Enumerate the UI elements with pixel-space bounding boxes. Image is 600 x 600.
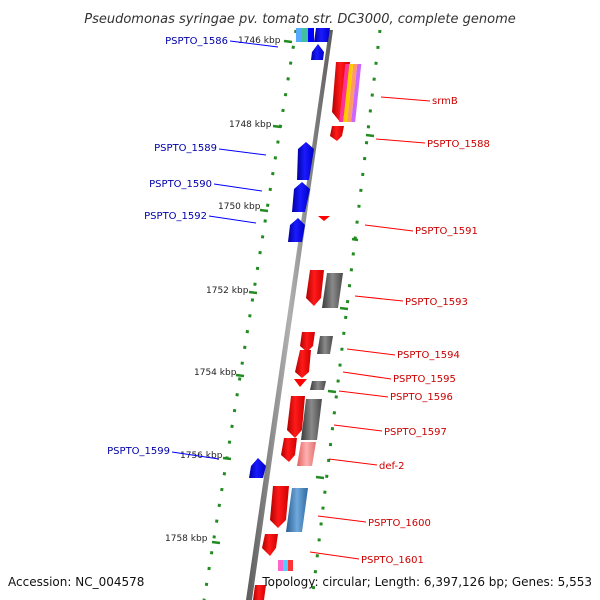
genome-summary-text: Topology: circular; Length: 6,397,126 bp… (261, 575, 592, 589)
gene-feature[interactable] (249, 458, 266, 478)
gene-label[interactable]: def-2 (379, 461, 404, 472)
gene-label[interactable]: PSPTO_1599 (107, 446, 170, 457)
inner-dotted-circle (202, 29, 298, 600)
tick-label: 1750 kbp (218, 202, 261, 212)
tick-marks (211, 39, 375, 545)
gene-label[interactable]: PSPTO_1591 (415, 226, 478, 237)
gene-feature[interactable] (343, 64, 354, 122)
tick-label: 1748 kbp (229, 120, 272, 130)
gene-feature[interactable] (297, 142, 314, 180)
leader-lines-reverse (171, 40, 279, 460)
gene-feature[interactable] (288, 218, 305, 242)
gene-feature[interactable] (339, 64, 350, 122)
gene-label[interactable]: PSPTO_1600 (368, 518, 431, 529)
gene-label[interactable]: PSPTO_1596 (390, 392, 453, 403)
gene-label[interactable]: PSPTO_1595 (393, 374, 456, 385)
gene-feature[interactable] (330, 126, 344, 141)
gene-label[interactable]: PSPTO_1586 (165, 36, 228, 47)
gene-label[interactable]: PSPTO_1592 (144, 211, 207, 222)
gene-feature[interactable] (301, 399, 322, 440)
tick-label: 1752 kbp (206, 286, 249, 296)
gene-feature[interactable] (296, 28, 302, 42)
gene-feature[interactable] (317, 336, 333, 354)
gene-feature[interactable] (253, 585, 266, 600)
gene-label[interactable]: PSPTO_1588 (427, 139, 490, 150)
gene-label[interactable]: PSPTO_1594 (397, 350, 460, 361)
gene-label[interactable]: srmB (432, 96, 458, 107)
gene-feature[interactable] (322, 273, 343, 308)
gene-feature[interactable] (270, 486, 289, 528)
gene-label[interactable]: PSPTO_1601 (361, 555, 424, 566)
reverse-labels: PSPTO_1586 PSPTO_1589 PSPTO_1590 PSPTO_1… (107, 36, 228, 457)
gene-feature[interactable] (310, 381, 326, 390)
gene-feature[interactable] (286, 488, 308, 532)
gene-feature[interactable] (306, 270, 324, 306)
gene-feature[interactable] (281, 438, 297, 462)
gene-feature[interactable] (288, 560, 293, 571)
gene-feature[interactable] (278, 560, 283, 571)
tick-label: 1758 kbp (165, 534, 208, 544)
gene-label[interactable]: PSPTO_1593 (405, 297, 468, 308)
gene-feature[interactable] (300, 332, 315, 352)
backbone (246, 30, 333, 600)
gene-label[interactable]: PSPTO_1589 (154, 143, 217, 154)
gene-feature[interactable] (283, 560, 288, 571)
gene-feature[interactable] (294, 379, 307, 387)
gene-feature[interactable] (295, 350, 311, 378)
tick-label: 1754 kbp (194, 368, 237, 378)
reverse-features (249, 28, 330, 571)
map-title: Pseudomonas syringae pv. tomato str. DC3… (84, 12, 516, 27)
gene-feature[interactable] (297, 442, 316, 466)
gene-feature[interactable] (347, 64, 358, 122)
leader-lines (309, 96, 431, 560)
forward-features (253, 62, 362, 600)
gene-feature[interactable] (292, 182, 310, 212)
gene-feature[interactable] (318, 216, 330, 221)
gene-feature[interactable] (302, 28, 308, 42)
gene-feature[interactable] (287, 396, 305, 438)
gene-label[interactable]: PSPTO_1590 (149, 179, 212, 190)
gene-feature[interactable] (314, 28, 330, 42)
gene-label[interactable]: PSPTO_1597 (384, 427, 447, 438)
gene-feature[interactable] (262, 534, 278, 556)
gene-feature[interactable] (351, 64, 362, 122)
gene-feature[interactable] (308, 28, 314, 42)
forward-labels: srmB PSPTO_1588 PSPTO_1591 PSPTO_1593 PS… (361, 96, 490, 566)
gene-feature[interactable] (311, 44, 324, 60)
tick-label: 1746 kbp (238, 36, 281, 46)
accession-text: Accession: NC_004578 (8, 575, 144, 589)
